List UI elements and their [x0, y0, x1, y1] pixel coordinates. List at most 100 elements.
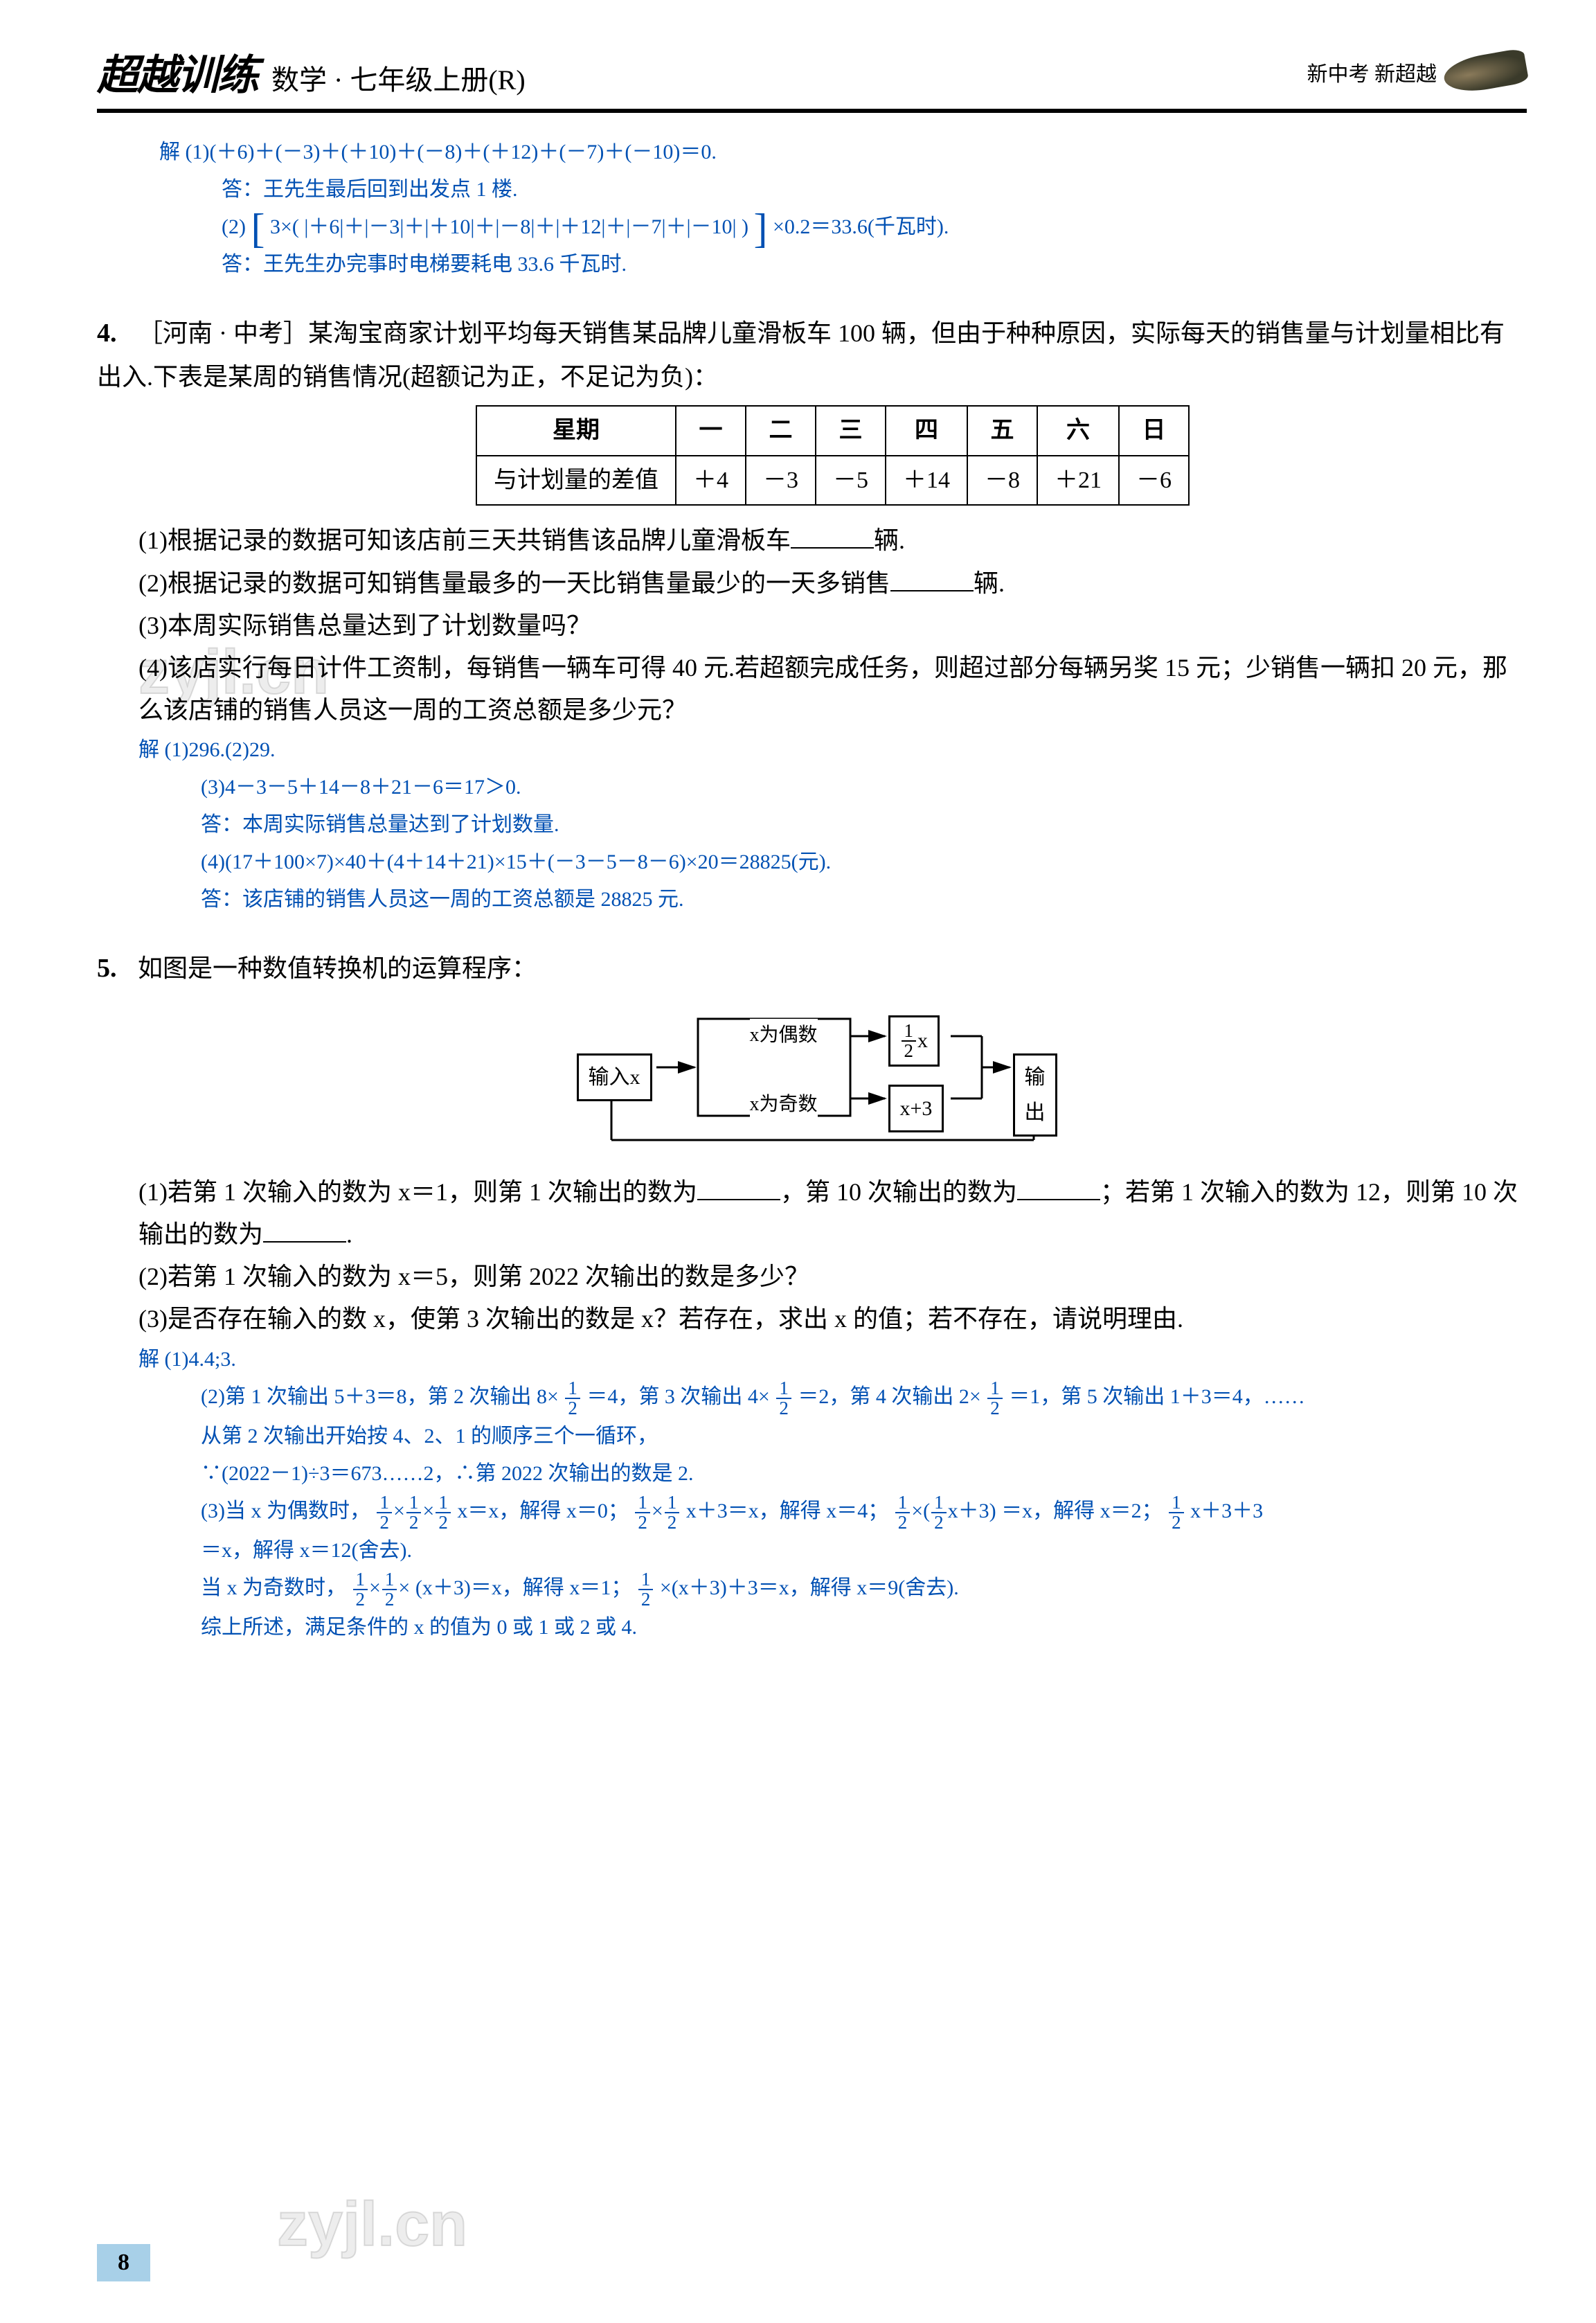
q5-diagram: 输入x x为偶数 x为奇数 1 2 x x+3 输出	[570, 998, 1055, 1150]
q5-p2: (2)若第 1 次输入的数为 x＝5，则第 2022 次输出的数是多少？	[138, 1256, 1527, 1298]
th-d5: 五	[967, 406, 1037, 456]
q5-stem: 5. 如图是一种数值转换机的运算程序：	[97, 946, 1527, 991]
td-v4: ＋14	[886, 456, 967, 506]
sol3-l1: (1)(＋6)＋(－3)＋(＋10)＋(－8)＋(＋12)＋(－7)＋(－10)…	[186, 141, 717, 163]
blank	[890, 567, 974, 591]
frac-num: 1	[902, 1022, 917, 1042]
sol5-l7c: ×(x＋3)＋3＝x，解得 x＝9(舍去).	[660, 1576, 959, 1599]
fraction: 12	[565, 1379, 580, 1418]
input-box: 输入x	[577, 1053, 652, 1101]
q5-body1: 如图是一种数值转换机的运算程序：	[138, 954, 537, 982]
td-v3: －5	[816, 456, 886, 506]
frac-num: 1	[638, 1570, 654, 1590]
page-content: 解 (1)(＋6)＋(－3)＋(＋10)＋(－8)＋(＋12)＋(－7)＋(－1…	[97, 134, 1527, 1646]
sol3-l2: 答：王先生最后回到出发点 1 楼.	[159, 171, 1527, 208]
sol5-l7a: 当 x 为奇数时，	[201, 1576, 346, 1599]
sol5-l5e: x＋3＋3	[1190, 1499, 1263, 1522]
sol3-l3a: (2)	[222, 215, 246, 238]
sol4-l3: 答：本周实际销售总量达到了计划数量.	[138, 806, 1527, 844]
frac-num: 1	[382, 1570, 397, 1590]
feather-icon	[1442, 47, 1530, 96]
sol4-l5: 答：该店铺的销售人员这一周的工资总额是 28825 元.	[138, 881, 1527, 918]
sol5-l5a: (3)当 x 为偶数时，	[201, 1499, 370, 1522]
frac-den: 2	[565, 1399, 580, 1418]
frac-den: 2	[931, 1513, 947, 1532]
odd-label: x为奇数	[750, 1088, 818, 1121]
th-d4: 四	[886, 406, 967, 456]
sol5-l3: 从第 2 次输出开始按 4、2、1 的顺序三个一循环，	[138, 1418, 1527, 1455]
frac-num: 1	[987, 1379, 1003, 1399]
q4-p2: (2)根据记录的数据可知销售量最多的一天比销售量最少的一天多销售辆.	[138, 562, 1527, 605]
fraction: 12	[638, 1570, 654, 1609]
q4-number: 4.	[97, 311, 132, 356]
q4-p1a: (1)根据记录的数据可知该店前三天共销售该品牌儿童滑板车	[138, 526, 791, 554]
sol5-l5d: ＝x，解得 x＝2；	[1001, 1499, 1163, 1522]
sol-prefix: 解	[159, 141, 180, 163]
blank	[1017, 1175, 1100, 1200]
q4-p3: (3)本周实际销售总量达到了计划数量吗？	[138, 605, 1527, 647]
sol5-l6: ＝x，解得 x＝12(舍去).	[138, 1532, 1527, 1569]
frac-den: 2	[436, 1513, 451, 1532]
fraction: 12	[406, 1493, 422, 1532]
sol5-l2b: ＝4，第 3 次输出 4×	[586, 1385, 769, 1408]
q5-body: (1)若第 1 次输入的数为 x＝1，则第 1 次输出的数为，第 10 次输出的…	[97, 1171, 1527, 1646]
solution-4: 解 (1)296.(2)29. (3)4－3－5＋14－8＋21－6＝17＞0.…	[138, 731, 1527, 918]
q4-p2a: (2)根据记录的数据可知销售量最多的一天比销售量最少的一天多销售	[138, 569, 890, 597]
td-v5: －8	[967, 456, 1037, 506]
blank	[263, 1218, 346, 1243]
sol5-l5c: x＋3＝x，解得 x＝4；	[686, 1499, 889, 1522]
sol4-l4: (4)(17＋100×7)×40＋(4＋14＋21)×15＋(－3－5－8－6)…	[138, 844, 1527, 881]
question-5: 5. 如图是一种数值转换机的运算程序：	[97, 946, 1527, 1646]
frac-den: 2	[382, 1590, 397, 1609]
th-d3: 三	[816, 406, 886, 456]
frac-den: 2	[377, 1513, 392, 1532]
frac-num: 1	[776, 1379, 791, 1399]
output-box: 输出	[1013, 1053, 1057, 1137]
sol3-l3c: ×0.2＝33.6(千瓦时).	[773, 215, 949, 238]
sol3-l3: (2) [ 3×( |＋6|＋|－3|＋|＋10|＋|－8|＋|＋12|＋|－7…	[159, 208, 1527, 246]
td-v2: －3	[746, 456, 816, 506]
header-right: 新中考 新超越	[1307, 55, 1527, 89]
frac-den: 2	[895, 1513, 911, 1532]
q5-number: 5.	[97, 946, 132, 991]
th-d2: 二	[746, 406, 816, 456]
fraction: 12	[776, 1379, 791, 1418]
frac-num: 1	[1169, 1493, 1184, 1513]
fraction: 12	[931, 1493, 947, 1532]
td-v6: ＋21	[1037, 456, 1119, 506]
frac-num: 1	[406, 1493, 422, 1513]
frac-den: 2	[902, 1042, 917, 1060]
frac-num: 1	[895, 1493, 911, 1513]
frac-num: 1	[565, 1379, 580, 1399]
watermark: zyjl.cn	[277, 2189, 467, 2261]
sol5-l5: (3)当 x 为偶数时， 12×12×12 x＝x，解得 x＝0； 12×12 …	[138, 1493, 1527, 1532]
frac-num: 1	[931, 1493, 947, 1513]
th-d7: 日	[1119, 406, 1189, 456]
sol5-l1: 解 (1)4.4;3.	[138, 1341, 1527, 1378]
sol3-l3b: 3×( |＋6|＋|－3|＋|＋10|＋|－8|＋|＋12|＋|－7|＋|－10…	[270, 215, 748, 238]
th-d6: 六	[1037, 406, 1119, 456]
sol5-l7b: (x＋3)＝x，解得 x＝1；	[415, 1576, 631, 1599]
even-label: x为偶数	[750, 1019, 818, 1052]
q4-body: 星期 一 二 三 四 五 六 日 与计划量的差值 ＋4 －3 －5 ＋14 －8…	[97, 405, 1527, 919]
header-left: 超越训练 数学 · 七年级上册(R)	[97, 42, 526, 102]
td-v1: ＋4	[676, 456, 746, 506]
fraction: 12	[377, 1493, 392, 1532]
td-label: 与计划量的差值	[476, 456, 676, 506]
q4-tag: ［河南 · 中考］	[138, 319, 308, 347]
sol5-l2c: ＝2，第 4 次输出 2×	[798, 1385, 980, 1408]
blank	[697, 1175, 780, 1200]
sol4-l1: 解 (1)296.(2)29.	[138, 731, 1527, 769]
frac-den: 2	[635, 1513, 650, 1532]
solution-5: 解 (1)4.4;3. (2)第 1 次输出 5＋3＝8，第 2 次输出 8× …	[138, 1341, 1527, 1646]
frac-den: 2	[638, 1590, 654, 1609]
fraction: 12	[665, 1493, 680, 1532]
sol3-l4: 答：王先生办完事时电梯要耗电 33.6 千瓦时.	[159, 246, 1527, 283]
q4-table: 星期 一 二 三 四 五 六 日 与计划量的差值 ＋4 －3 －5 ＋14 －8…	[476, 405, 1190, 506]
frac-num: 1	[665, 1493, 680, 1513]
frac-den: 2	[1169, 1513, 1184, 1532]
fraction: 12	[382, 1570, 397, 1609]
th-d1: 一	[676, 406, 746, 456]
fraction: 12	[987, 1379, 1003, 1418]
frac-den: 2	[665, 1513, 680, 1532]
